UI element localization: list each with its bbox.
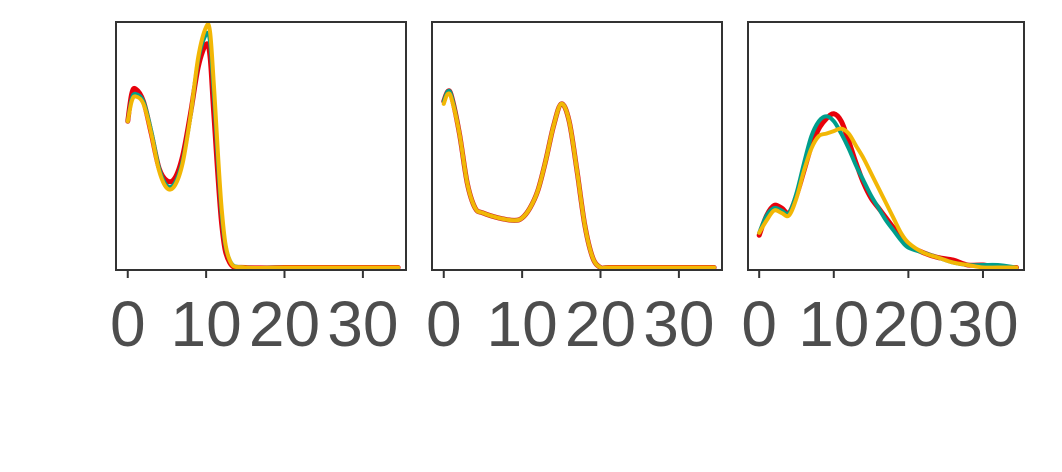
x-tick-label: 10 (487, 288, 558, 360)
x-tick-label: 0 (110, 288, 146, 360)
x-tick-label: 20 (249, 288, 320, 360)
x-tick-label: 10 (798, 288, 869, 360)
x-tick-label: 30 (327, 288, 398, 360)
x-tick-label: 20 (873, 288, 944, 360)
series-line-2 (125, 30, 401, 271)
x-tick-label: 30 (643, 288, 714, 360)
panel-frame (747, 21, 1025, 271)
x-tick-label: 10 (171, 288, 242, 360)
series-line-1 (125, 41, 401, 271)
panels-layer: 0 10 20 30 0 10 20 30 0 10 20 30 (110, 21, 1025, 360)
panel-frame (431, 21, 723, 271)
x-tick-label: 30 (947, 288, 1018, 360)
panel-1: 0 10 20 30 (110, 21, 407, 360)
panel-2: 0 10 20 30 (426, 21, 723, 360)
panel-frame (115, 21, 407, 271)
series-line-3 (125, 22, 401, 271)
x-tick-label: 20 (565, 288, 636, 360)
x-tick-label: 0 (741, 288, 777, 360)
x-tick-label: 0 (426, 288, 462, 360)
series-line-3 (757, 126, 1019, 270)
panel-3: 0 10 20 30 (741, 21, 1025, 360)
series-line-3 (441, 91, 717, 271)
